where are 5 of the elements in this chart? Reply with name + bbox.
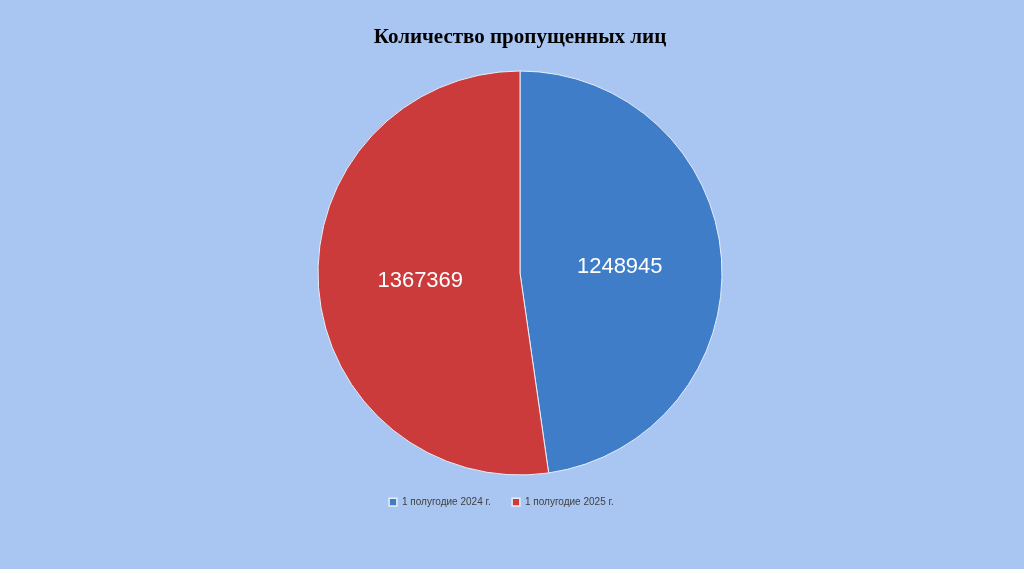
data-label: 1367369 xyxy=(377,267,464,293)
legend-label: 1 полугодие 2024 г. xyxy=(402,496,491,508)
data-label: 1248945 xyxy=(576,252,663,278)
chart-title: Количество пропущенных лиц xyxy=(373,24,667,48)
legend-label: 1 полугодие 2025 г. xyxy=(525,496,614,508)
